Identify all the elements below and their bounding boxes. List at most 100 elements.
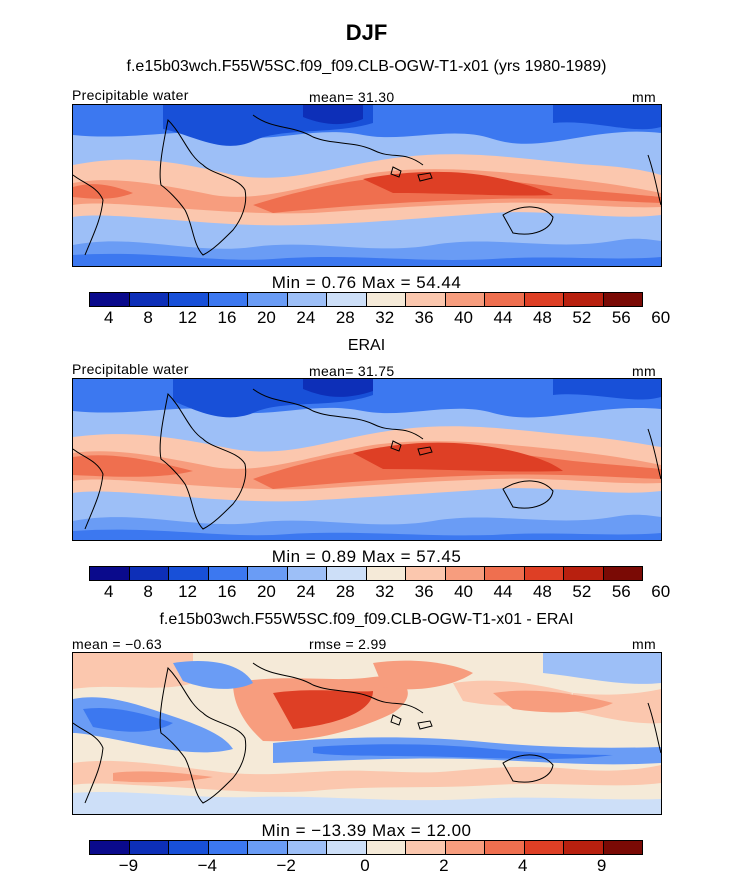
cbar1-tick: 36 [414, 308, 434, 327]
cbar2-box-13 [564, 567, 604, 580]
panel1-colorbar [89, 292, 643, 307]
panel2-mean-label: mean= 31.75 [309, 363, 395, 379]
cbar3-tick: 4 [517, 856, 528, 875]
cbar1-tick: 40 [454, 308, 474, 327]
cbar2-tick: 56 [611, 582, 631, 601]
cbar2-box-3 [169, 567, 209, 580]
panel3-units-label: mm [632, 636, 656, 652]
cbar1-tick: 8 [143, 308, 153, 327]
cbar3-tick: −4 [197, 856, 217, 875]
cbar2-box-6 [287, 567, 327, 580]
cbar3-box-7 [327, 841, 367, 854]
cbar3-box-10 [445, 841, 485, 854]
cbar1-tick: 12 [178, 308, 198, 327]
cbar3-tick: −2 [276, 856, 296, 875]
panel2-colorbar [89, 566, 643, 581]
cbar3-box-8 [366, 841, 406, 854]
cbar2-tick: 16 [217, 582, 237, 601]
cbar1-tick: 4 [103, 308, 114, 327]
cbar2-tick: 4 [103, 582, 114, 601]
panel2-colorbar-ticks: 4 8 12 16 20 24 28 32 36 40 44 48 52 56 … [89, 582, 670, 602]
cbar3-box-12 [524, 841, 564, 854]
cbar1-tick: 56 [611, 308, 631, 327]
cbar3-box-3 [169, 841, 209, 854]
cbar2-box-9 [406, 567, 446, 580]
cbar1-box-14 [603, 293, 642, 306]
cbar2-tick: 20 [256, 582, 276, 601]
cbar1-tick: 48 [532, 308, 552, 327]
cbar3-box-6 [287, 841, 327, 854]
cbar3-tick: 9 [596, 856, 607, 875]
panel3-map [72, 652, 662, 815]
cbar1-tick: 44 [493, 308, 513, 327]
panel1-map [72, 104, 662, 267]
cbar1-tick: 32 [375, 308, 395, 327]
cbar3-tick: 0 [360, 856, 370, 875]
panel3-minmax: Min = −13.39 Max = 12.00 [261, 821, 472, 840]
cbar2-tick: 28 [335, 582, 355, 601]
panel3-colorbar [89, 840, 643, 855]
panel2-units-label: mm [632, 363, 656, 379]
cbar2-box-7 [327, 567, 367, 580]
cbar1-box-2 [129, 293, 169, 306]
cbar3-tick: 2 [439, 856, 449, 875]
cbar2-tick: 12 [178, 582, 198, 601]
cbar1-box-12 [524, 293, 564, 306]
panel3-colorbar-ticks: −9 −4 −2 0 2 4 9 [89, 856, 641, 876]
cbar1-box-6 [287, 293, 327, 306]
panel2-variable-label: Precipitable water [72, 361, 189, 377]
cbar2-box-11 [485, 567, 525, 580]
cbar2-box-8 [366, 567, 406, 580]
cbar2-box-4 [208, 567, 248, 580]
cbar1-box-10 [445, 293, 485, 306]
figure-title: DJF [345, 20, 388, 45]
cbar2-box-10 [445, 567, 485, 580]
cbar1-box-1 [90, 293, 130, 306]
cbar1-box-4 [208, 293, 248, 306]
panel1-minmax: Min = 0.76 Max = 54.44 [271, 273, 462, 292]
panel2-header: ERAI [347, 337, 386, 354]
cbar1-box-8 [366, 293, 406, 306]
cbar1-tick: 24 [296, 308, 316, 327]
panel2-minmax: Min = 0.89 Max = 57.45 [271, 547, 462, 566]
cbar3-box-5 [248, 841, 288, 854]
cbar2-tick: 52 [572, 582, 592, 601]
panel3-mean-label: mean = −0.63 [72, 636, 162, 652]
panel1-variable-label: Precipitable water [72, 87, 189, 103]
cbar2-box-12 [524, 567, 564, 580]
cbar1-tick: 52 [572, 308, 592, 327]
cbar1-tick: 16 [217, 308, 237, 327]
cbar3-box-13 [564, 841, 604, 854]
cbar3-box-9 [406, 841, 446, 854]
cbar1-box-3 [169, 293, 209, 306]
cbar1-tick: 28 [335, 308, 355, 327]
cbar1-box-13 [564, 293, 604, 306]
panel1-units-label: mm [632, 89, 656, 105]
cbar3-box-1 [90, 841, 130, 854]
panel1-mean-label: mean= 31.30 [309, 89, 395, 105]
cbar2-tick: 32 [375, 582, 395, 601]
panel2-map [72, 378, 662, 541]
cbar3-box-4 [208, 841, 248, 854]
cbar2-tick: 60 [651, 582, 671, 601]
cbar1-box-7 [327, 293, 367, 306]
cbar1-box-11 [485, 293, 525, 306]
cbar3-box-2 [129, 841, 169, 854]
cbar1-box-5 [248, 293, 288, 306]
cbar2-box-5 [248, 567, 288, 580]
cbar2-tick: 24 [296, 582, 316, 601]
cbar2-tick: 36 [414, 582, 434, 601]
panel1-colorbar-ticks: 4 8 12 16 20 24 28 32 36 40 44 48 52 56 … [89, 308, 670, 328]
cbar1-tick: 20 [256, 308, 276, 327]
cbar2-box-1 [90, 567, 130, 580]
cbar2-tick: 40 [454, 582, 474, 601]
cbar1-box-9 [406, 293, 446, 306]
panel1-header: f.e15b03wch.F55W5SC.f09_f09.CLB-OGW-T1-x… [126, 58, 607, 75]
cbar2-box-14 [603, 567, 642, 580]
cbar2-tick: 8 [143, 582, 153, 601]
cbar2-tick: 44 [493, 582, 513, 601]
cbar1-tick: 60 [651, 308, 671, 327]
cbar3-tick: −9 [118, 856, 139, 875]
cbar2-tick: 48 [532, 582, 552, 601]
cbar3-box-11 [485, 841, 525, 854]
